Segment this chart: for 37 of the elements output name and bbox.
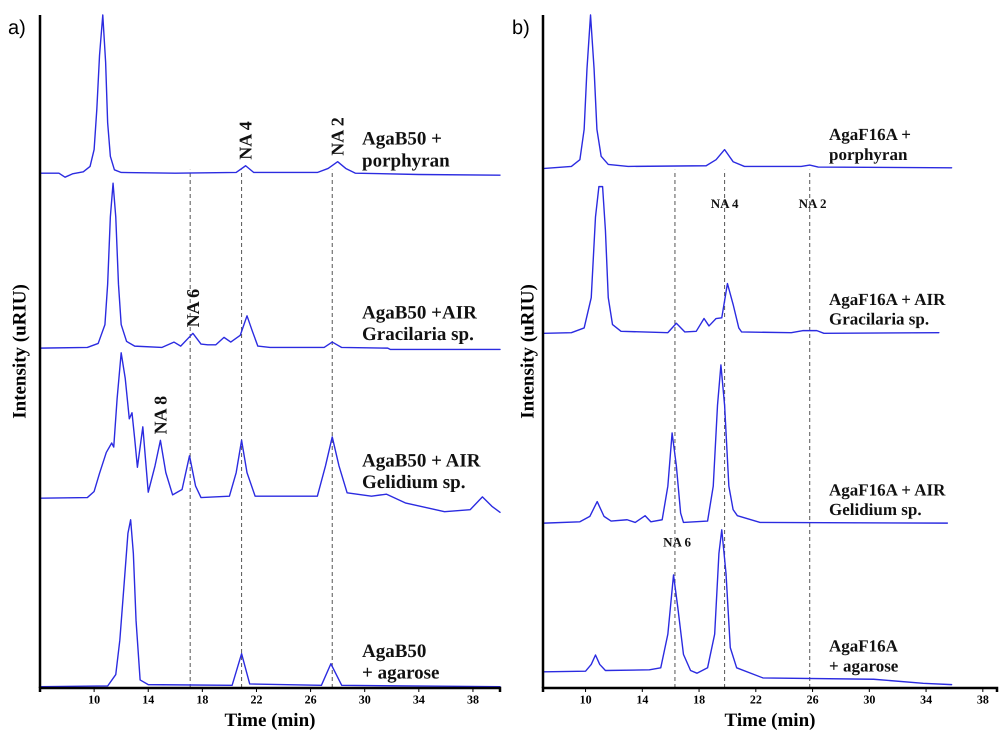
annotation: NA 6 (182, 288, 203, 328)
series-label: AgaB50 +AIR Gracilaria sp. (362, 302, 478, 346)
series-label: AgaF16A + AIR Gelidium sp. (829, 480, 946, 520)
x-tick-label: 38 (976, 692, 989, 707)
annotation: NA 2 (328, 117, 348, 156)
chart-title: b) (512, 17, 530, 39)
series-label: AgaB50 + porphyran (362, 128, 450, 172)
x-tick-label: 14 (142, 692, 154, 707)
x-tick-label: 30 (863, 692, 876, 707)
series-label: AgaF16A + porphyran (829, 125, 911, 164)
annotation: NA 4 (236, 121, 256, 160)
x-tick-label: 22 (250, 692, 262, 707)
y-axis-title: Intensity (uRIU) (10, 284, 30, 419)
x-tick-label: 30 (358, 692, 371, 707)
annotation: NA 8 (150, 396, 170, 434)
x-tick-label: 10 (88, 692, 100, 707)
x-tick-label: 34 (920, 692, 932, 707)
x-tick-label: 10 (580, 692, 592, 707)
annotation: NA 6 (663, 534, 692, 550)
x-tick-label: 18 (196, 692, 208, 707)
series-label: AgaB50 + agarose (362, 640, 440, 684)
x-axis-title: Time (min) (224, 710, 316, 731)
series-label: AgaB50 + AIR Gelidium sp. (362, 450, 481, 494)
series-label: AgaF16A + AIR Gracilaria sp. (829, 290, 946, 329)
x-tick-label: 34 (412, 692, 425, 707)
annotation: NA 2 (798, 196, 826, 211)
chart-title: a) (8, 17, 26, 39)
annotation: NA 4 (710, 196, 740, 211)
x-tick-label: 26 (806, 692, 819, 707)
x-tick-label: 22 (750, 692, 762, 707)
series-label: AgaF16A + agarose (829, 636, 899, 676)
x-tick-label: 38 (466, 692, 479, 707)
x-tick-label: 26 (304, 692, 317, 707)
x-tick-label: 18 (693, 692, 706, 707)
y-axis-title: Intensity (uRIU) (518, 284, 538, 419)
x-tick-label: 14 (636, 692, 648, 707)
x-axis-title: Time (min) (724, 710, 816, 731)
